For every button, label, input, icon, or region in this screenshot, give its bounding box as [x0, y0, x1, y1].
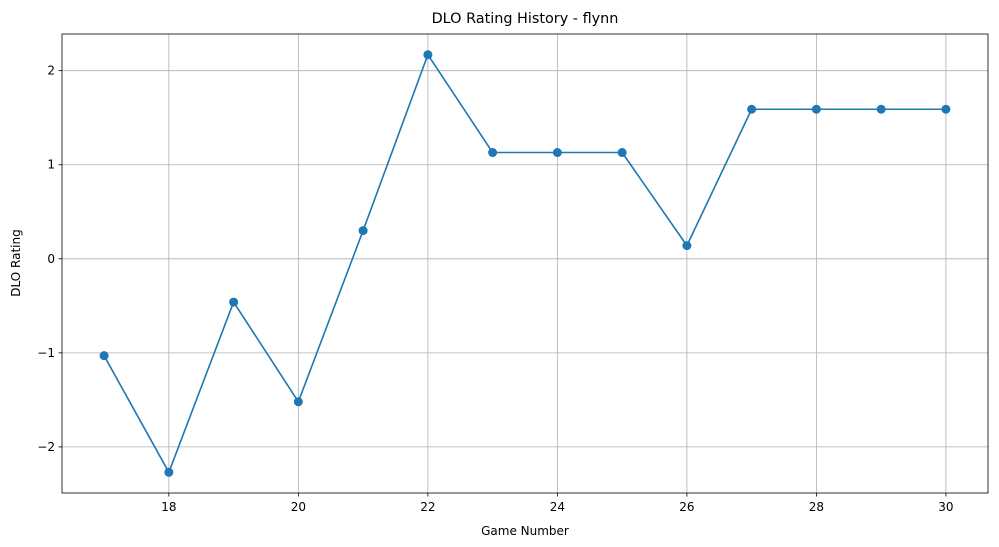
axes	[58, 33, 989, 497]
data-point	[811, 104, 821, 114]
y-tick-label: −2	[37, 440, 55, 454]
x-tick-label: 30	[938, 500, 953, 514]
x-tick-label: 18	[161, 500, 176, 514]
y-axis-label: DLO Rating	[9, 229, 23, 296]
data-point	[488, 148, 498, 158]
x-tick-label: 22	[420, 500, 435, 514]
data-point	[229, 297, 239, 307]
chart-title: DLO Rating History - flynn	[432, 11, 619, 27]
y-tick-label: −1	[37, 346, 55, 360]
data-point	[747, 104, 757, 114]
data-point	[358, 226, 368, 236]
data-point	[941, 104, 951, 114]
x-axis-label: Game Number	[481, 524, 569, 538]
series-line	[103, 53, 946, 474]
x-tick-label: 28	[809, 500, 824, 514]
data-point	[552, 148, 562, 158]
y-tick-label: 1	[47, 158, 55, 172]
data-point	[99, 351, 109, 361]
y-tick-label: 2	[47, 64, 55, 78]
data-point	[293, 397, 303, 407]
plot-frame	[61, 33, 989, 494]
data-point	[682, 241, 692, 251]
data-point	[617, 148, 627, 158]
data-point	[423, 50, 433, 60]
y-tick-label: 0	[47, 252, 55, 266]
data-point	[876, 104, 886, 114]
x-tick-label: 20	[291, 500, 306, 514]
data-point	[164, 467, 174, 477]
x-tick-label: 24	[550, 500, 565, 514]
tick-labels: 18 20 22 24 26 28 30 −2 −1 0 1 2	[37, 64, 953, 514]
x-tick-label: 26	[679, 500, 694, 514]
series-layer	[99, 50, 951, 477]
